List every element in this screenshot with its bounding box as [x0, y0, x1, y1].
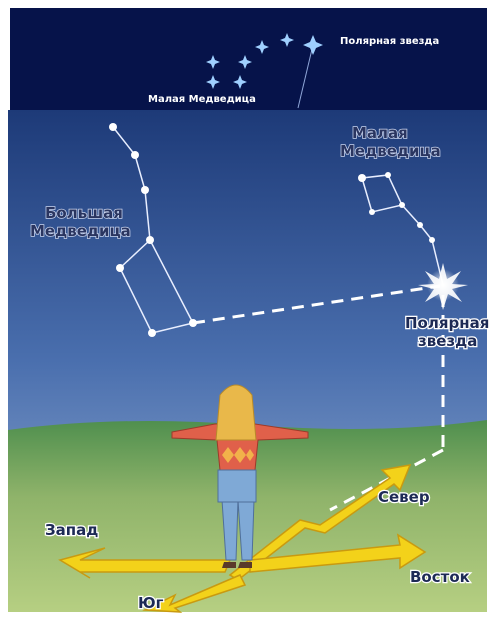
- big-dipper-lines: [112, 126, 195, 334]
- north-label: Север: [378, 488, 430, 506]
- east-label: Восток: [410, 568, 470, 586]
- inset-panel: [10, 8, 487, 110]
- polaris-label: звезда: [418, 332, 477, 350]
- polaris: [418, 263, 468, 310]
- inset-dipper-label: Малая Медведица: [148, 94, 256, 105]
- inset-stars: [206, 33, 323, 89]
- west-label: Запад: [45, 521, 98, 539]
- inset-polaris-label: Полярная звезда: [340, 36, 439, 47]
- little-dipper-label: Медведица: [340, 142, 441, 160]
- polaris-label: Полярная: [405, 314, 489, 332]
- stars: [109, 123, 435, 337]
- girl: [171, 384, 309, 568]
- inset-pointer: [297, 44, 314, 109]
- big-dipper-label: Большая: [45, 204, 123, 222]
- south-label: Юг: [138, 594, 164, 612]
- little-dipper-label: Малая: [352, 124, 408, 142]
- direction-arrows: [58, 464, 427, 613]
- big-dipper-label: Медведица: [30, 222, 131, 240]
